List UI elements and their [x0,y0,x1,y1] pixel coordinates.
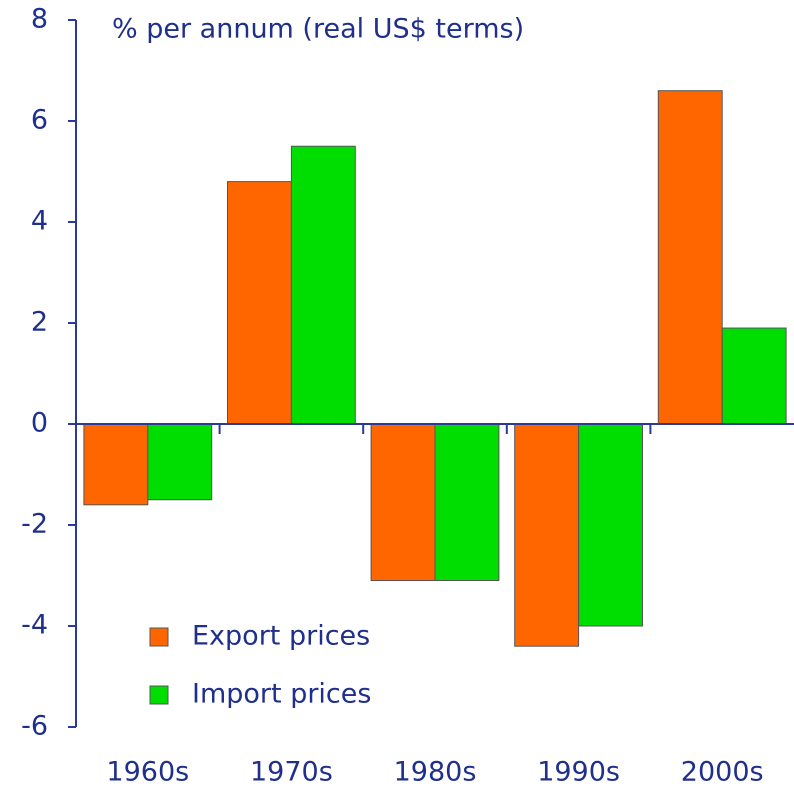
y-tick-label: 2 [31,307,48,338]
legend-swatch [149,627,169,647]
x-tick-label: 1980s [394,757,477,788]
bar [578,423,644,627]
bar [226,181,292,425]
bar [290,145,356,425]
bar [514,423,580,647]
bar [721,327,787,425]
y-tick-label: 8 [31,4,48,35]
axis-title: % per annum (real US$ terms) [112,14,524,45]
y-tick-label: 4 [31,206,48,237]
x-tick-label: 1990s [537,757,620,788]
legend-label: Export prices [192,621,370,652]
y-tick-label: -4 [21,610,48,641]
x-tick-label: 1960s [106,757,189,788]
legend-swatch [149,685,169,705]
x-tick-label: 2000s [681,757,764,788]
y-tick-label: -6 [21,711,48,742]
y-tick-label: -2 [21,509,48,540]
x-tick-label: 1970s [250,757,333,788]
bar [657,90,723,425]
y-tick-label: 0 [31,408,48,439]
bar [434,423,500,582]
y-tick-label: 6 [31,105,48,136]
legend-label: Import prices [192,679,371,710]
bar [370,423,436,582]
bar [83,423,149,506]
bar [147,423,213,501]
